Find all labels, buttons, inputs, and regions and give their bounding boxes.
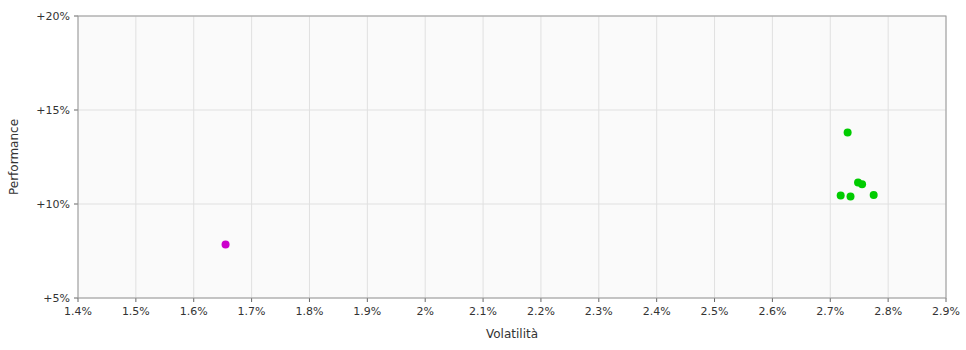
y-tick	[74, 204, 78, 205]
x-grid-line	[656, 16, 657, 298]
point	[847, 192, 855, 200]
x-grid-line	[425, 16, 426, 298]
y-axis-label: Performance	[7, 119, 21, 195]
x-axis-label: Volatilità	[486, 327, 538, 341]
x-grid-line	[598, 16, 599, 298]
x-grid-line	[540, 16, 541, 298]
y-grid-line	[78, 110, 946, 111]
chart-container: 1.4% 1.5% 1.6% 1.7% 1.8% 1.9% 2% 2.1% 2.2% 2.3% 2.…	[0, 0, 966, 350]
x-tick-label: 2.9%	[932, 305, 960, 318]
x-grid-line	[193, 16, 194, 298]
plot-frame	[78, 16, 946, 298]
chart: 1.4% 1.5% 1.6% 1.7% 1.8% 1.9% 2% 2.1% 2.2% 2.3% 2.…	[0, 0, 966, 350]
x-tick	[193, 298, 194, 302]
point	[870, 191, 878, 199]
x-tick	[309, 298, 310, 302]
x-grid-line	[135, 16, 136, 298]
x-grid-line	[309, 16, 310, 298]
x-tick-label: 1.8%	[295, 305, 323, 318]
x-grid-line	[714, 16, 715, 298]
x-tick-label: 1.5%	[122, 305, 150, 318]
x-tick	[772, 298, 773, 302]
point	[858, 180, 866, 188]
y-tick-label: +20%	[36, 10, 70, 23]
y-tick-label: +5%	[43, 292, 70, 305]
x-tick-label: 1.7%	[238, 305, 266, 318]
x-tick-label: 2.2%	[527, 305, 555, 318]
x-tick-label: 2%	[416, 305, 433, 318]
y-grid-line	[78, 204, 946, 205]
x-tick-label: 2.1%	[469, 305, 497, 318]
x-tick	[946, 298, 947, 302]
x-grid-line	[251, 16, 252, 298]
y-tick	[74, 16, 78, 17]
point	[844, 129, 852, 137]
x-tick-label: 2.8%	[874, 305, 902, 318]
y-tick	[74, 110, 78, 111]
x-tick	[830, 298, 831, 302]
point	[222, 240, 230, 248]
grid	[78, 16, 946, 298]
y-tick-label: +15%	[36, 104, 70, 117]
x-grid-line	[367, 16, 368, 298]
points	[222, 129, 878, 249]
x-tick	[367, 298, 368, 302]
x-tick-label: 2.4%	[643, 305, 671, 318]
x-tick	[598, 298, 599, 302]
x-tick-label: 1.9%	[353, 305, 381, 318]
x-tick-label: 2.5%	[701, 305, 729, 318]
x-grid-line	[483, 16, 484, 298]
x-tick	[135, 298, 136, 302]
y-tick-label: +10%	[36, 198, 70, 211]
x-tick	[540, 298, 541, 302]
axes: 1.4% 1.5% 1.6% 1.7% 1.8% 1.9% 2% 2.1% 2.2% 2.3% 2.…	[36, 10, 960, 318]
x-grid-line	[888, 16, 889, 298]
x-tick-label: 1.6%	[180, 305, 208, 318]
y-tick	[74, 298, 78, 299]
x-tick	[425, 298, 426, 302]
x-tick-label: 1.4%	[64, 305, 92, 318]
x-tick-label: 2.6%	[758, 305, 786, 318]
point	[837, 192, 845, 200]
x-tick-label: 2.7%	[816, 305, 844, 318]
plot-background	[78, 16, 946, 298]
x-tick-label: 2.3%	[585, 305, 613, 318]
x-tick	[251, 298, 252, 302]
x-grid-line	[830, 16, 831, 298]
x-tick	[78, 298, 79, 302]
x-tick	[888, 298, 889, 302]
x-tick	[714, 298, 715, 302]
x-tick	[483, 298, 484, 302]
x-grid-line	[772, 16, 773, 298]
x-tick	[656, 298, 657, 302]
